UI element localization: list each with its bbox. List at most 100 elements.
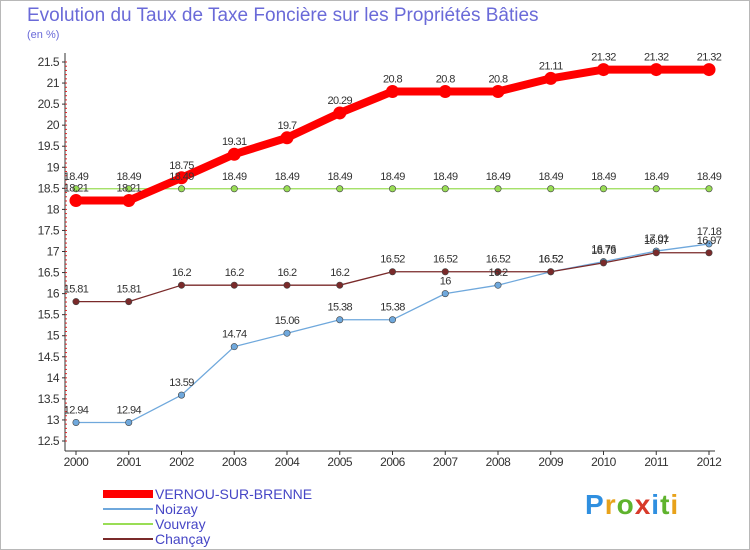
data-point: [227, 147, 241, 161]
logo-letter: r: [604, 489, 617, 520]
x-tick-label: 2004: [275, 455, 301, 469]
x-tick-label: 2000: [64, 455, 90, 469]
data-label: 18.21: [64, 183, 89, 195]
data-point: [336, 316, 344, 324]
data-point: [652, 249, 660, 257]
data-point: [72, 418, 80, 426]
data-label: 21.32: [591, 52, 616, 64]
data-point: [336, 281, 344, 289]
y-axis-unit: (en %): [27, 29, 60, 41]
data-label: 18.49: [591, 171, 616, 183]
data-label: 15.38: [327, 302, 352, 314]
data-label: 17.01: [644, 233, 669, 245]
data-point: [597, 63, 610, 77]
data-point: [388, 316, 396, 324]
x-tick-label: 2005: [327, 455, 353, 469]
data-point: [494, 281, 502, 289]
data-label: 16.76: [591, 244, 616, 256]
data-label: 18.49: [697, 171, 722, 183]
x-tick-label: 2002: [169, 455, 195, 469]
data-point: [652, 185, 660, 193]
data-label: 16.97: [644, 235, 669, 247]
data-point: [388, 268, 396, 276]
legend-swatch: [103, 523, 153, 525]
data-label: 19.7: [277, 120, 296, 132]
x-tick-label: 2012: [697, 455, 723, 469]
y-tick-label: 21.5: [38, 55, 60, 69]
logo-letter: t: [660, 489, 671, 520]
y-tick-label: 19.5: [38, 139, 60, 153]
y-tick-label: 21: [47, 76, 60, 90]
data-point: [125, 185, 133, 193]
legend-swatch: [103, 538, 153, 540]
x-tick-label: 2007: [433, 455, 459, 469]
data-label: 16.2: [225, 267, 244, 279]
data-label: 18.49: [116, 171, 141, 183]
data-point: [283, 185, 291, 193]
data-label: 17.18: [697, 226, 722, 238]
y-tick-label: 16.5: [38, 266, 60, 280]
legend-label: VERNOU-SUR-BRENNE: [155, 486, 313, 502]
logo-letter: i: [670, 489, 680, 520]
data-label: 20.29: [327, 95, 352, 107]
data-label: 16.2: [277, 267, 296, 279]
data-point: [705, 185, 713, 193]
data-label: 18.21: [116, 183, 141, 195]
data-point: [547, 185, 555, 193]
data-label: 16.52: [486, 254, 511, 266]
data-label: 20.8: [436, 73, 455, 85]
data-point: [125, 298, 133, 306]
data-point: [599, 259, 607, 267]
y-tick-label: 17: [47, 245, 60, 259]
data-point: [491, 84, 505, 98]
data-point: [125, 418, 133, 426]
data-point: [230, 281, 238, 289]
data-label: 12.94: [116, 404, 141, 416]
data-label: 16.97: [697, 235, 722, 247]
data-label: 15.06: [275, 315, 300, 327]
data-point: [178, 391, 186, 399]
data-label: 19.31: [222, 136, 247, 148]
data-point: [178, 281, 186, 289]
legend-label: Chançay: [155, 531, 211, 547]
data-label: 18.49: [275, 171, 300, 183]
data-point: [388, 185, 396, 193]
data-label: 18.49: [433, 171, 458, 183]
data-point: [122, 194, 136, 208]
data-label: 18.49: [538, 171, 563, 183]
y-tick-label: 16: [47, 287, 60, 301]
data-label: 16.73: [591, 245, 616, 257]
y-tick-label: 17.5: [38, 223, 60, 237]
y-tick-label: 13.5: [38, 392, 60, 406]
data-label: 18.49: [644, 171, 669, 183]
data-point: [72, 298, 80, 306]
y-tick-label: 13: [47, 413, 60, 427]
x-tick-label: 2011: [644, 455, 669, 469]
data-label: 16.52: [538, 254, 563, 266]
y-tick-label: 15.5: [38, 308, 60, 322]
data-point: [441, 268, 449, 276]
data-label: 18.49: [327, 171, 352, 183]
data-label: 20.8: [488, 73, 507, 85]
y-tick-label: 15: [47, 329, 60, 343]
data-label: 16.2: [330, 267, 349, 279]
data-point: [705, 249, 713, 257]
data-point: [230, 185, 238, 193]
data-label: 16.2: [172, 267, 191, 279]
data-label: 16.52: [538, 254, 563, 266]
data-label: 20.8: [383, 73, 402, 85]
data-point: [230, 343, 238, 351]
data-point: [69, 194, 83, 208]
data-point: [72, 185, 80, 193]
legend-label: Noizay: [155, 501, 198, 517]
data-label: 14.74: [222, 329, 247, 341]
data-label: 16.52: [380, 254, 405, 266]
data-point: [547, 268, 555, 276]
data-point: [438, 84, 452, 98]
data-point: [599, 185, 607, 193]
legend-swatch: [103, 508, 153, 510]
y-tick-label: 19: [47, 160, 60, 174]
data-label: 16.52: [433, 254, 458, 266]
legend-label: Vouvray: [155, 516, 206, 532]
